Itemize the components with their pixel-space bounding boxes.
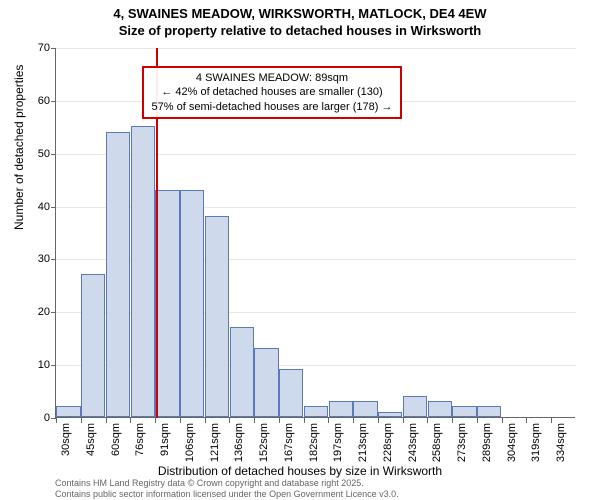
- xtick-mark: [477, 418, 478, 423]
- xtick-mark: [155, 418, 156, 423]
- ytick-mark: [51, 207, 56, 208]
- xtick-mark: [551, 418, 552, 423]
- histogram-bar: [403, 396, 427, 417]
- histogram-bar: [279, 369, 303, 417]
- annotation-line: ← 42% of detached houses are smaller (13…: [150, 85, 394, 99]
- histogram-bar: [81, 274, 105, 417]
- xtick-label: 106sqm: [184, 423, 196, 462]
- histogram-bar: [428, 401, 452, 417]
- xtick-label: 304sqm: [506, 423, 518, 462]
- xtick-label: 213sqm: [357, 423, 369, 462]
- xtick-mark: [56, 418, 57, 423]
- ytick-label: 70: [25, 42, 50, 54]
- ytick-label: 20: [25, 306, 50, 318]
- ytick-label: 40: [25, 201, 50, 213]
- ytick-label: 0: [25, 412, 50, 424]
- title-line-1: 4, SWAINES MEADOW, WIRKSWORTH, MATLOCK, …: [0, 6, 600, 23]
- ytick-label: 50: [25, 148, 50, 160]
- ytick-mark: [51, 101, 56, 102]
- xtick-label: 289sqm: [481, 423, 493, 462]
- xtick-label: 121sqm: [209, 423, 221, 462]
- xtick-label: 334sqm: [555, 423, 567, 462]
- xtick-mark: [106, 418, 107, 423]
- xtick-label: 228sqm: [382, 423, 394, 462]
- xtick-mark: [81, 418, 82, 423]
- xtick-label: 91sqm: [159, 423, 171, 456]
- title-line-2: Size of property relative to detached ho…: [0, 23, 600, 40]
- xtick-label: 152sqm: [258, 423, 270, 462]
- xtick-label: 243sqm: [407, 423, 419, 462]
- xtick-mark: [229, 418, 230, 423]
- histogram-bar: [329, 401, 353, 417]
- y-axis-label: Number of detached properties: [12, 65, 26, 230]
- xtick-mark: [526, 418, 527, 423]
- histogram-bar: [56, 406, 80, 417]
- xtick-mark: [180, 418, 181, 423]
- annotation-line: 57% of semi-detached houses are larger (…: [150, 100, 394, 114]
- xtick-label: 197sqm: [332, 423, 344, 462]
- annotation-box: 4 SWAINES MEADOW: 89sqm← 42% of detached…: [142, 66, 402, 119]
- xtick-mark: [254, 418, 255, 423]
- ytick-mark: [51, 48, 56, 49]
- ytick-mark: [51, 259, 56, 260]
- histogram-bar: [155, 190, 179, 417]
- histogram-bar: [230, 327, 254, 417]
- xtick-mark: [279, 418, 280, 423]
- footnote: Contains HM Land Registry data © Crown c…: [55, 478, 399, 499]
- xtick-mark: [328, 418, 329, 423]
- ytick-mark: [51, 312, 56, 313]
- ytick-label: 10: [25, 359, 50, 371]
- xtick-label: 167sqm: [283, 423, 295, 462]
- footnote-line-1: Contains HM Land Registry data © Crown c…: [55, 478, 399, 488]
- xtick-label: 182sqm: [308, 423, 320, 462]
- histogram-bar: [378, 412, 402, 417]
- xtick-label: 136sqm: [233, 423, 245, 462]
- xtick-label: 30sqm: [60, 423, 72, 456]
- xtick-mark: [403, 418, 404, 423]
- xtick-mark: [353, 418, 354, 423]
- xtick-mark: [304, 418, 305, 423]
- histogram-bar: [304, 406, 328, 417]
- xtick-mark: [205, 418, 206, 423]
- plot-region: 4 SWAINES MEADOW: 89sqm← 42% of detached…: [55, 48, 575, 418]
- histogram-bar: [131, 126, 155, 417]
- xtick-mark: [427, 418, 428, 423]
- histogram-bar: [106, 132, 130, 417]
- xtick-mark: [452, 418, 453, 423]
- histogram-bar: [254, 348, 278, 417]
- xtick-label: 45sqm: [85, 423, 97, 456]
- xtick-label: 60sqm: [110, 423, 122, 456]
- ytick-mark: [51, 365, 56, 366]
- chart-area: 4 SWAINES MEADOW: 89sqm← 42% of detached…: [55, 48, 575, 418]
- annotation-line: 4 SWAINES MEADOW: 89sqm: [150, 71, 394, 85]
- footnote-line-2: Contains public sector information licen…: [55, 489, 399, 499]
- xtick-label: 319sqm: [530, 423, 542, 462]
- ytick-mark: [51, 154, 56, 155]
- histogram-bar: [452, 406, 476, 417]
- histogram-bar: [353, 401, 377, 417]
- xtick-mark: [502, 418, 503, 423]
- chart-title: 4, SWAINES MEADOW, WIRKSWORTH, MATLOCK, …: [0, 0, 600, 40]
- x-axis-label: Distribution of detached houses by size …: [0, 464, 600, 478]
- gridline: [56, 48, 576, 49]
- ytick-label: 30: [25, 253, 50, 265]
- ytick-label: 60: [25, 95, 50, 107]
- xtick-mark: [130, 418, 131, 423]
- xtick-label: 273sqm: [456, 423, 468, 462]
- histogram-bar: [205, 216, 229, 417]
- histogram-bar: [180, 190, 204, 417]
- xtick-mark: [378, 418, 379, 423]
- xtick-label: 76sqm: [134, 423, 146, 456]
- histogram-bar: [477, 406, 501, 417]
- xtick-label: 258sqm: [431, 423, 443, 462]
